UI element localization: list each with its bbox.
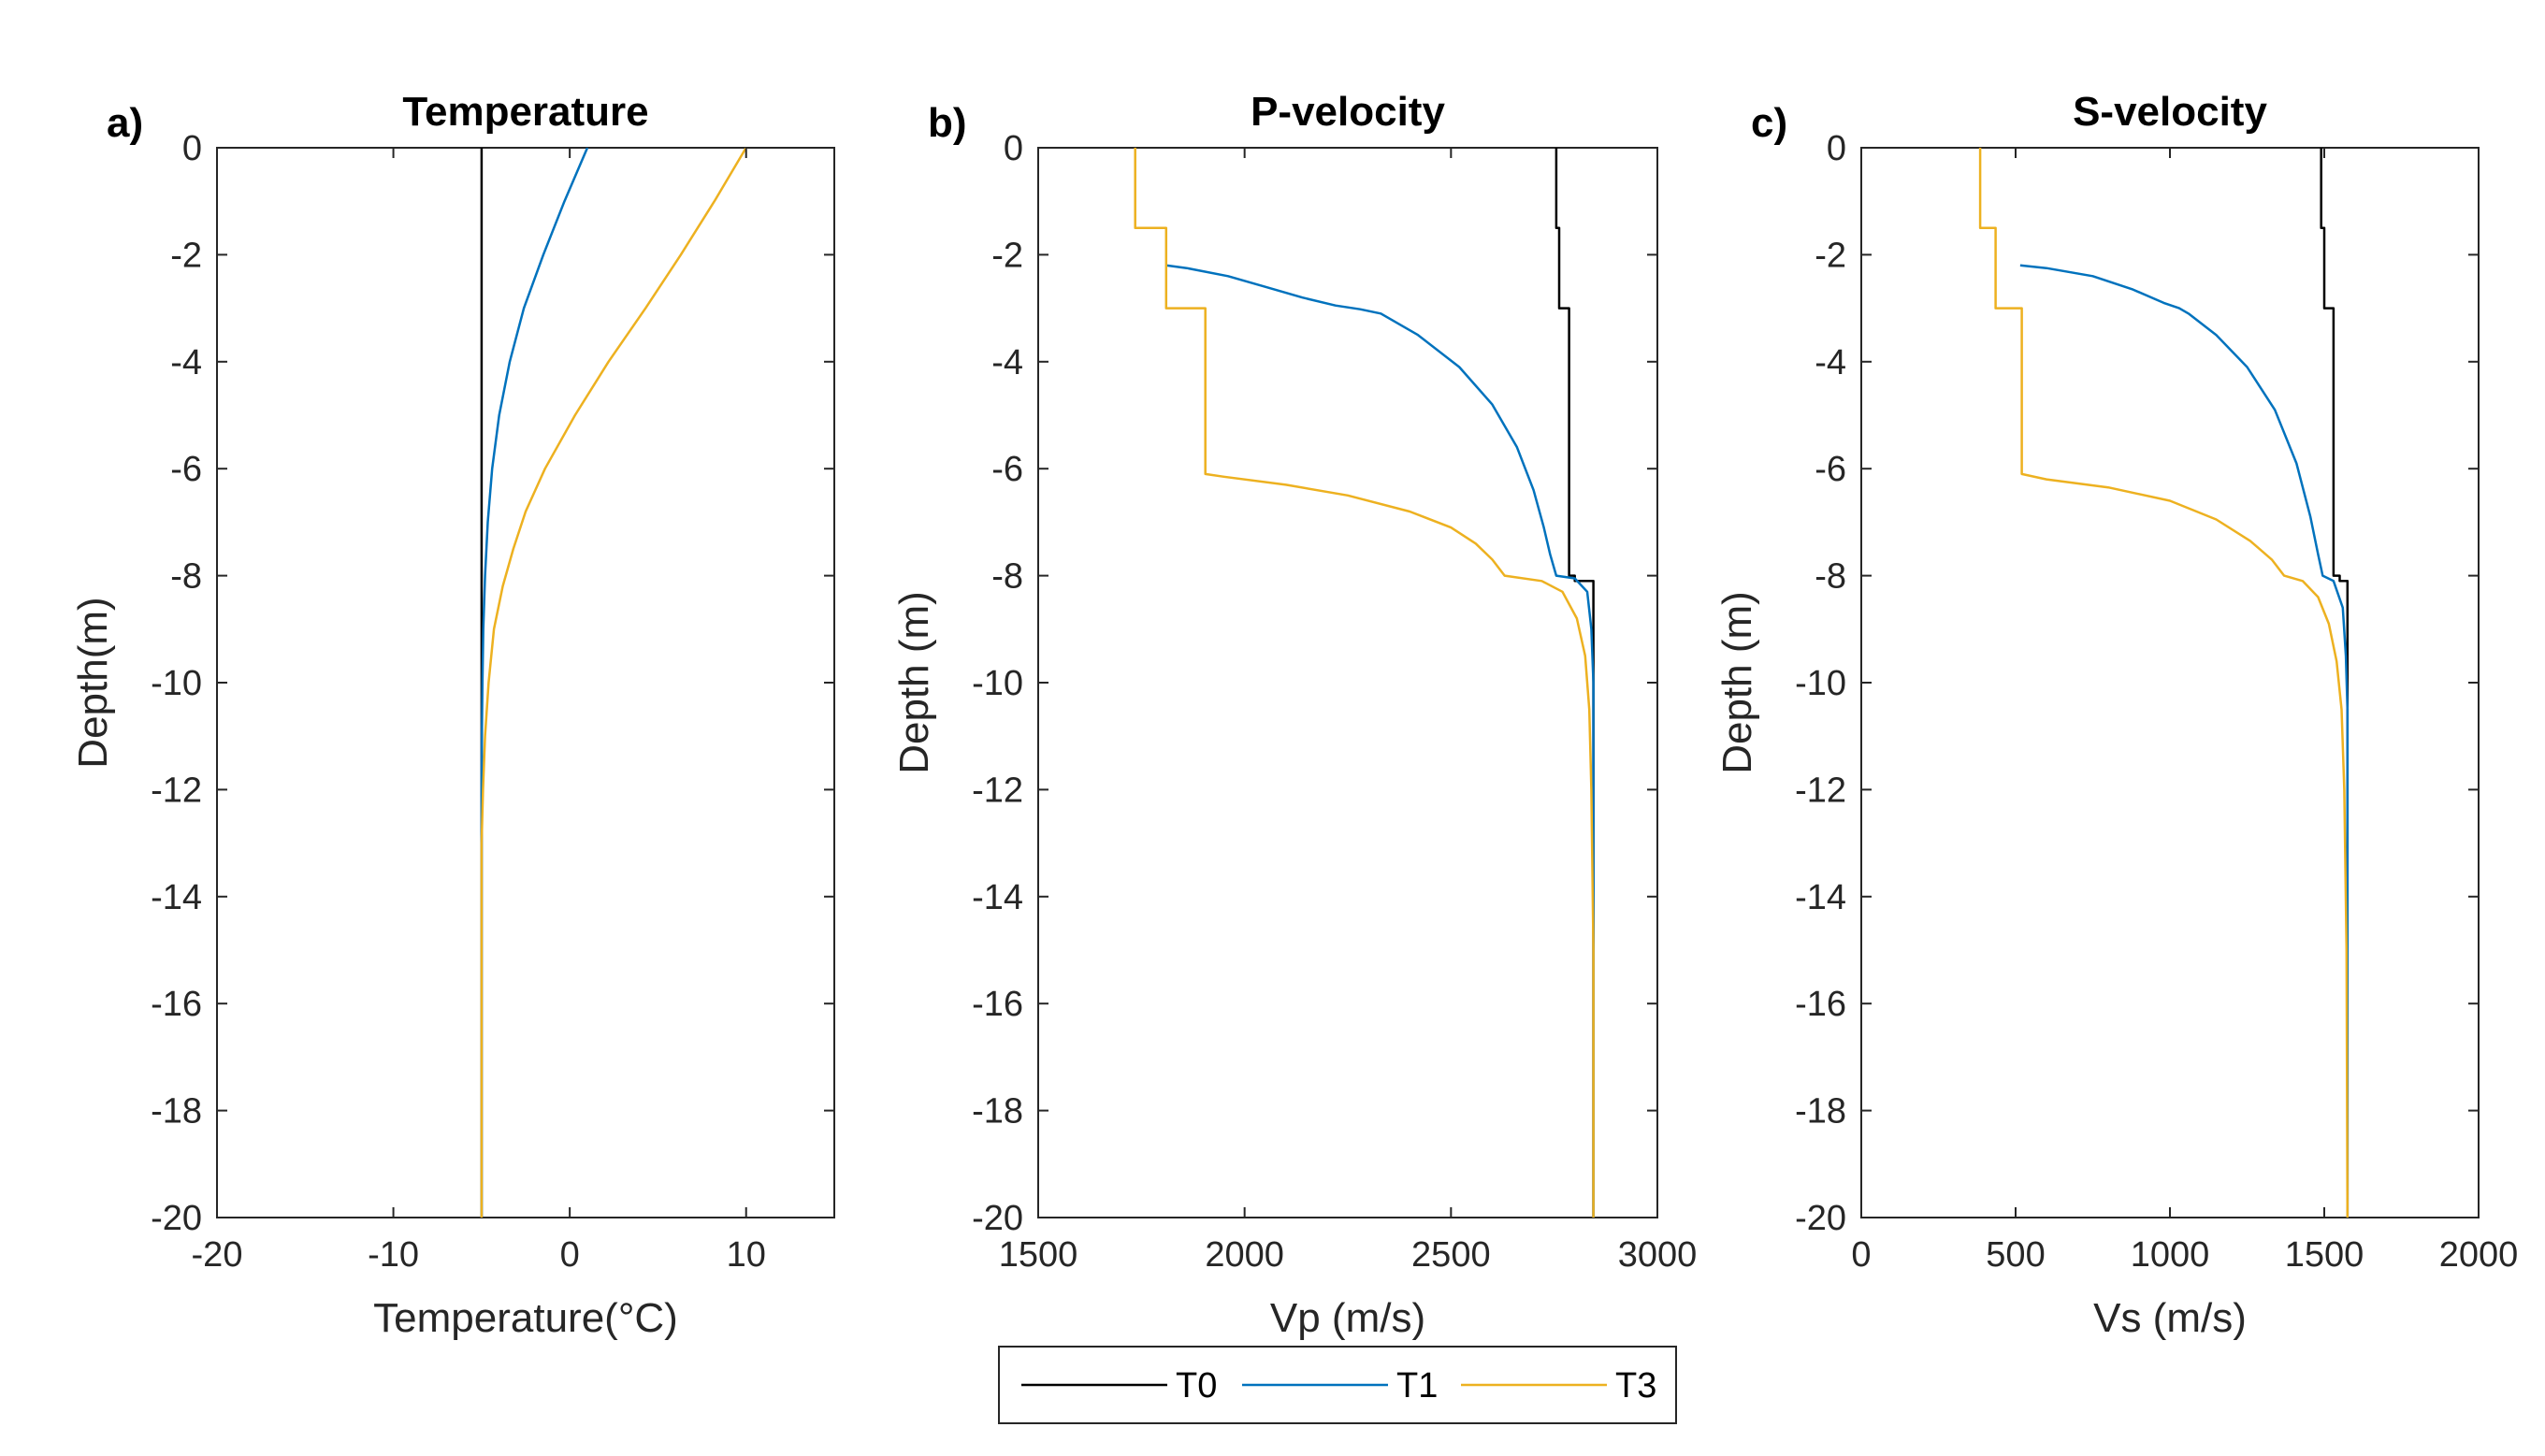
panel-title: S-velocity	[2073, 89, 2267, 135]
y-axis-label: Depth (m)	[891, 591, 937, 774]
x-axis-label: Temperature(°C)	[373, 1295, 678, 1341]
y-tick-label: -10	[1795, 664, 1846, 703]
y-tick-label: -2	[170, 236, 202, 275]
x-tick-label: 0	[1851, 1235, 1871, 1275]
y-tick-label: -4	[1815, 343, 1846, 382]
y-tick-label: -14	[972, 878, 1023, 917]
panel-1: -20 -10 0 10 0 -2 -4 -6 -8 -10 -12 -14 -16 -18 -20 Temp…	[70, 89, 835, 1341]
y-axis-label: Depth(m)	[70, 597, 116, 768]
x-tick-label: 2000	[2439, 1235, 2519, 1275]
x-tick-label: 3000	[1618, 1235, 1698, 1275]
y-tick-label: -8	[991, 557, 1023, 597]
y-tick-label: 0	[182, 129, 202, 168]
plot-area	[216, 147, 835, 1218]
y-tick-label: -16	[1795, 985, 1846, 1024]
y-axis-label: Depth (m)	[1714, 591, 1760, 774]
y-tick-label: -6	[170, 450, 202, 489]
y-tick-label: -20	[972, 1199, 1023, 1238]
y-tick-label: -16	[972, 985, 1023, 1024]
panel-title: Temperature	[402, 89, 648, 135]
y-tick-label: -6	[1815, 450, 1846, 489]
y-tick-label: -12	[1795, 771, 1846, 810]
y-tick-label: -2	[1815, 236, 1846, 275]
y-tick-label: -14	[1795, 878, 1846, 917]
series-line-t0	[1554, 148, 1595, 1218]
legend-label-t0: T0	[1176, 1366, 1217, 1406]
y-tick-label: -6	[991, 450, 1023, 489]
panel-label: a)	[107, 100, 143, 146]
series-line-t1	[480, 148, 589, 1218]
panel-2: 1500 2000 2500 3000 0 -2 -4 -6 -8 -10 -12 -14 -16 -18…	[891, 89, 1697, 1341]
legend: T0 T1 T3	[998, 1346, 1677, 1424]
x-tick-label: 10	[727, 1235, 766, 1275]
series-line-t3	[1978, 148, 2350, 1218]
series-line-t3	[480, 148, 747, 1218]
x-tick-label: 1500	[2285, 1235, 2364, 1275]
x-tick-label: 0	[560, 1235, 580, 1275]
series-line-t0	[2320, 148, 2350, 1218]
x-tick-label: 2500	[1411, 1235, 1491, 1275]
y-tick-label: -12	[151, 771, 202, 810]
x-tick-label: -20	[192, 1235, 243, 1275]
panel-label: b)	[928, 100, 967, 146]
y-tick-label: -8	[170, 557, 202, 597]
x-axis-label: Vs (m/s)	[2093, 1295, 2247, 1341]
x-axis-label: Vp (m/s)	[1270, 1295, 1425, 1341]
y-tick-label: 0	[1004, 129, 1023, 168]
series-line-t3	[1134, 148, 1595, 1218]
y-tick-label: -18	[151, 1092, 202, 1132]
plot-area	[1860, 147, 2480, 1218]
y-tick-label: -4	[991, 343, 1023, 382]
y-tick-label: -10	[972, 664, 1023, 703]
y-tick-label: -14	[151, 878, 202, 917]
y-tick-label: -8	[1815, 557, 1846, 597]
y-tick-label: -12	[972, 771, 1023, 810]
y-tick-label: -10	[151, 664, 202, 703]
x-tick-label: 1000	[2131, 1235, 2210, 1275]
x-tick-label: 1500	[999, 1235, 1078, 1275]
y-tick-label: -18	[1795, 1092, 1846, 1132]
x-tick-label: 2000	[1205, 1235, 1284, 1275]
legend-label-t1: T1	[1396, 1366, 1438, 1406]
y-tick-label: -18	[972, 1092, 1023, 1132]
y-tick-label: -20	[1795, 1199, 1846, 1238]
y-tick-label: -2	[991, 236, 1023, 275]
y-tick-label: -20	[151, 1199, 202, 1238]
series-line-t1	[2019, 264, 2350, 1218]
legend-label-t3: T3	[1615, 1366, 1656, 1406]
x-tick-label: -10	[368, 1235, 419, 1275]
y-tick-label: 0	[1827, 129, 1846, 168]
panel-label: c)	[1751, 100, 1787, 146]
series-line-t1	[1165, 264, 1595, 1218]
y-tick-label: -4	[170, 343, 202, 382]
x-tick-label: 500	[1986, 1235, 2045, 1275]
panel-title: P-velocity	[1251, 89, 1445, 135]
y-tick-label: -16	[151, 985, 202, 1024]
panel-3: 0 500 1000 1500 2000 0 -2 -4 -6 -8 -10 -12 -14 -16 -18…	[1714, 89, 2518, 1341]
